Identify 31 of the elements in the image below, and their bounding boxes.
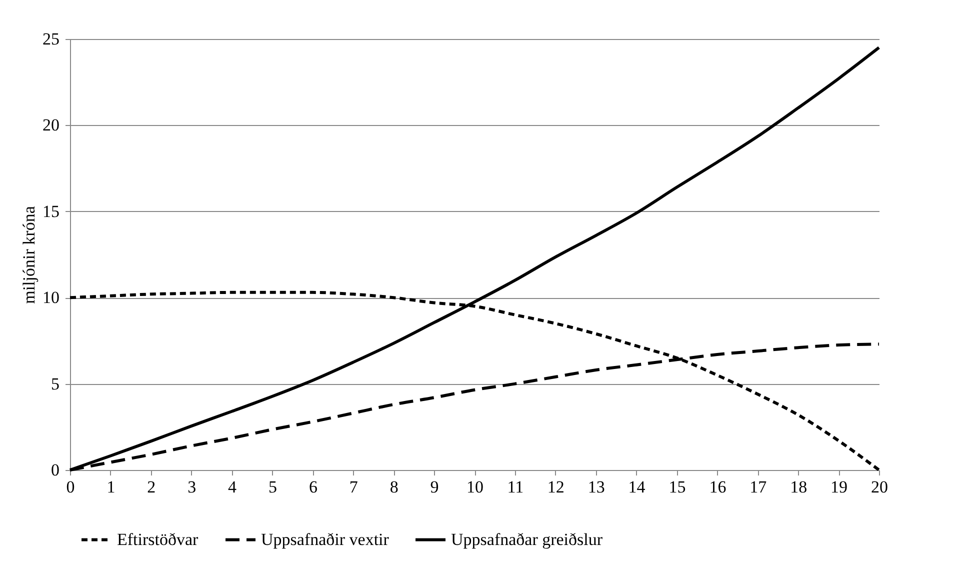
- y-tick-label: 5: [51, 374, 60, 394]
- x-tick-label: 6: [308, 478, 318, 496]
- x-tick-label: 13: [588, 478, 605, 496]
- x-tick-label: 3: [188, 478, 196, 496]
- x-tick-label: 2: [147, 478, 156, 496]
- x-tick-label: 17: [750, 478, 768, 496]
- legend-label: Uppsafnaðar greiðslur: [451, 530, 603, 549]
- x-tick-label: 20: [871, 478, 888, 496]
- x-tick-label: 19: [830, 478, 848, 496]
- x-tick-label: 0: [66, 478, 75, 496]
- x-tick-label: 18: [790, 478, 808, 496]
- x-tick-label: 12: [547, 478, 564, 496]
- x-tick-label: 1: [106, 478, 116, 496]
- legend-label: Eftirstöðvar: [117, 530, 199, 549]
- y-axis-title: miljónir króna: [20, 206, 38, 304]
- y-tick-label: 15: [42, 202, 60, 221]
- x-tick-label: 5: [268, 478, 277, 496]
- x-tick-label: 8: [390, 478, 398, 496]
- y-tick-label: 10: [42, 288, 60, 308]
- x-tick-label: 11: [507, 478, 524, 496]
- x-tick-label: 14: [628, 478, 646, 496]
- x-tick-label: 15: [668, 478, 686, 496]
- x-tick-label: 4: [228, 478, 238, 496]
- y-tick-label: 25: [42, 30, 60, 48]
- legend-label: Uppsafnaðir vextir: [261, 530, 390, 549]
- x-tick-label: 10: [466, 478, 484, 496]
- x-tick-label: 7: [349, 478, 358, 496]
- y-tick-label: 20: [42, 116, 60, 135]
- x-tick-label: 16: [709, 478, 726, 496]
- y-tick-label: 0: [51, 460, 60, 480]
- x-tick-label: 9: [430, 478, 439, 496]
